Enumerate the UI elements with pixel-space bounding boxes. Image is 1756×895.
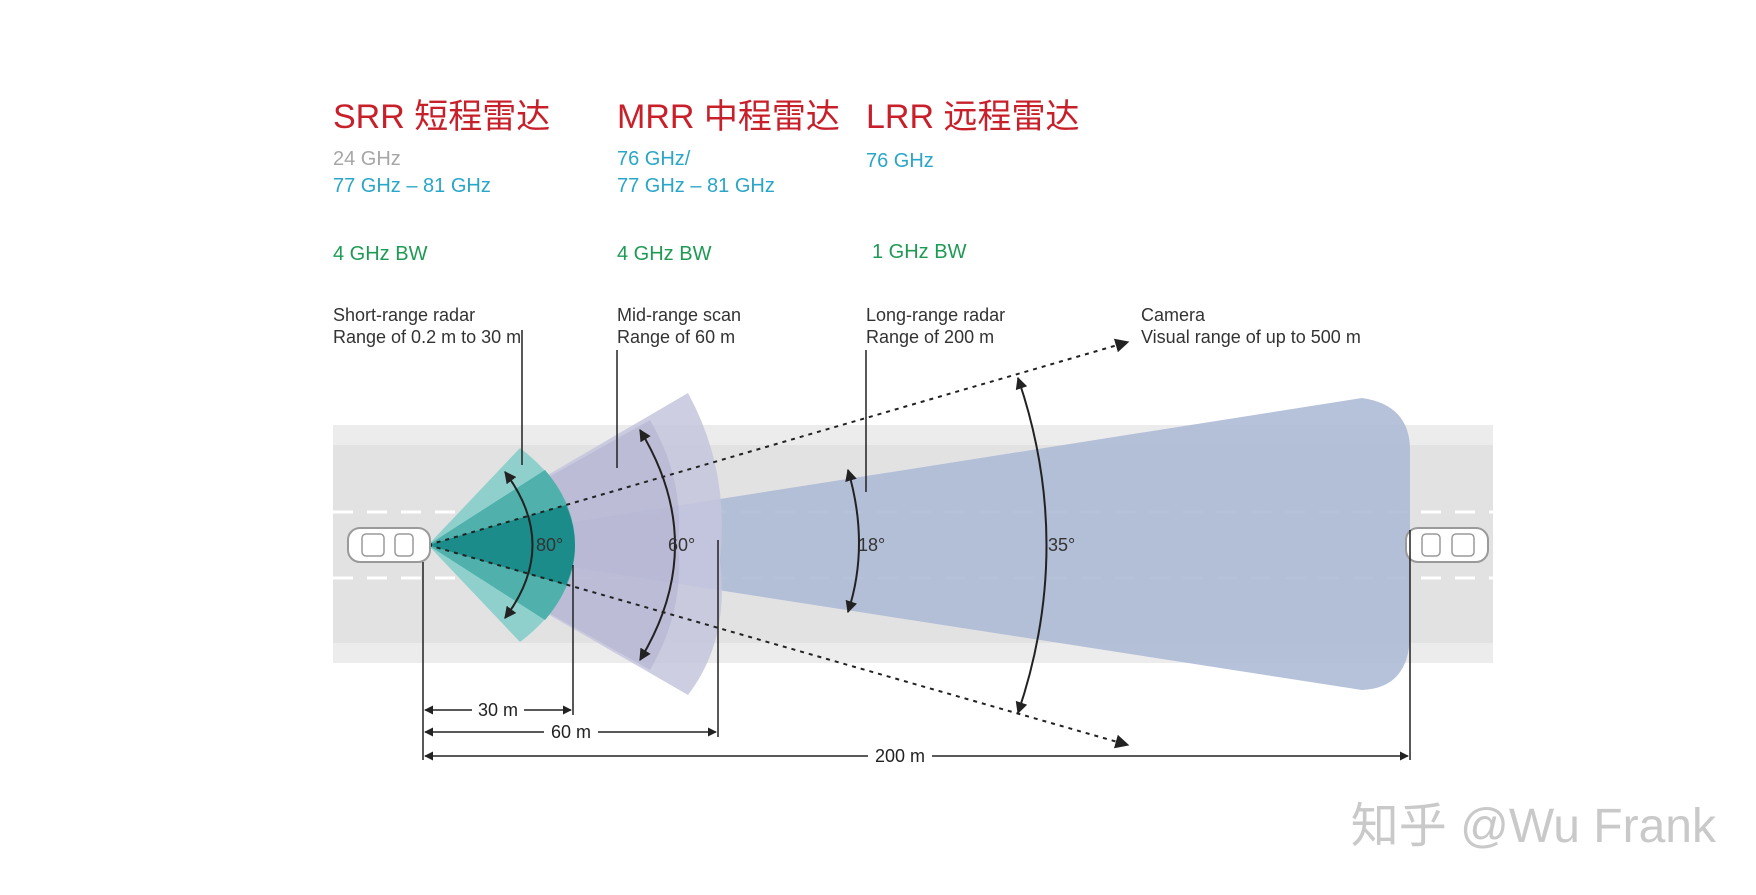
camera-desc-2: Visual range of up to 500 m: [1141, 327, 1361, 347]
lrr-title: LRR 远程雷达: [866, 98, 1079, 136]
lrr-header: LRR 远程雷达 76 GHz 1 GHz BW Long-range rada…: [866, 98, 1079, 347]
ego-car-roof: [361, 533, 385, 557]
camera-angle-arc: [1015, 376, 1048, 715]
distance-markers: 30 m 60 m 200 m: [422, 530, 1411, 766]
srr-desc-2: Range of 0.2 m to 30 m: [333, 327, 521, 347]
srr-freq-1: 24 GHz: [333, 148, 401, 170]
lrr-beam: [428, 398, 1410, 690]
lrr-bw: 1 GHz BW: [872, 241, 967, 263]
srr-title: SRR 短程雷达: [333, 98, 550, 136]
mrr-angle-label: 60°: [668, 535, 695, 555]
lrr-angle-arc: [845, 468, 860, 614]
mrr-freq-2: 77 GHz – 81 GHz: [617, 175, 775, 197]
target-car-windshield: [1421, 533, 1441, 557]
camera-desc-1: Camera: [1141, 305, 1206, 325]
distance-200m-bg: [868, 744, 932, 766]
distance-30m-label: 30 m: [478, 700, 518, 720]
srr-header: SRR 短程雷达 24 GHz 77 GHz – 81 GHz 4 GHz BW…: [333, 98, 550, 347]
camera-angle-label: 35°: [1048, 535, 1075, 555]
watermark: 知乎 @Wu Frank: [1351, 800, 1717, 853]
ego-car-body: [347, 527, 431, 563]
lrr-desc-2: Range of 200 m: [866, 327, 994, 347]
ego-car: [347, 527, 431, 563]
distance-200m-label: 200 m: [875, 746, 925, 766]
distance-30m-bg: [472, 698, 524, 720]
lrr-freq-1: 76 GHz: [866, 150, 934, 172]
srr-beam-inner: [428, 505, 575, 585]
target-car: [1405, 527, 1489, 563]
mrr-angle-arc: [639, 428, 676, 662]
distance-60m-label: 60 m: [551, 722, 591, 742]
camera-ray-bottom: [427, 544, 1130, 749]
srr-desc-1: Short-range radar: [333, 305, 475, 325]
mrr-bw: 4 GHz BW: [617, 243, 712, 265]
distance-60m-bg: [544, 720, 598, 742]
mrr-desc-2: Range of 60 m: [617, 327, 735, 347]
mrr-desc-1: Mid-range scan: [617, 305, 741, 325]
target-car-roof: [1451, 533, 1475, 557]
srr-freq-2: 77 GHz – 81 GHz: [333, 175, 491, 197]
target-car-body: [1405, 527, 1489, 563]
mrr-freq-1: 76 GHz/: [617, 148, 691, 170]
srr-angle-arc: [504, 471, 534, 619]
lrr-angle-label: 18°: [858, 535, 885, 555]
srr-angle-label: 80°: [536, 535, 563, 555]
ego-car-windshield: [394, 533, 414, 557]
srr-bw: 4 GHz BW: [333, 243, 428, 265]
lrr-desc-1: Long-range radar: [866, 305, 1005, 325]
mrr-header: MRR 中程雷达 76 GHz/ 77 GHz – 81 GHz 4 GHz B…: [617, 98, 840, 347]
camera-header: Camera Visual range of up to 500 m: [1141, 305, 1361, 347]
mrr-title: MRR 中程雷达: [617, 98, 840, 136]
